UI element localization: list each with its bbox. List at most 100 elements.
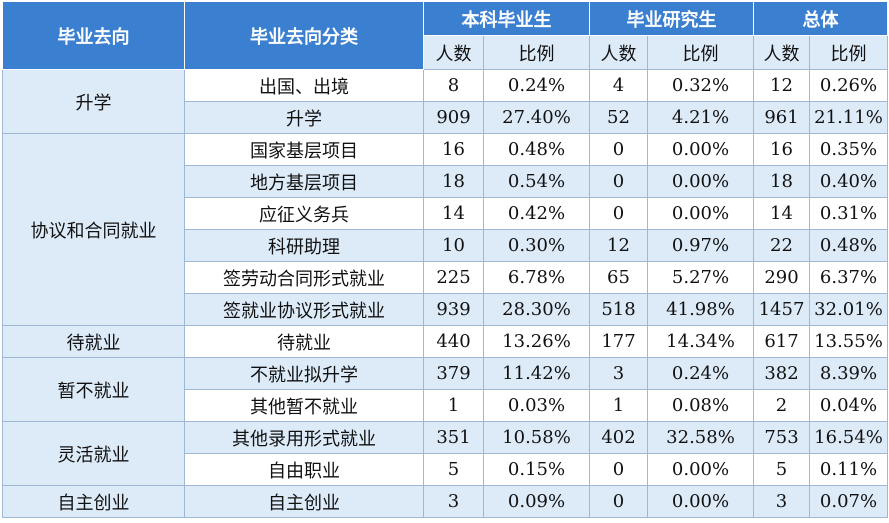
table-row: 升学 909 27.40% 52 4.21% 961 21.11% [3, 101, 888, 134]
table-row: 自主创业 自主创业 3 0.09% 0 0.00% 3 0.07% [2, 485, 888, 518]
graduate-ratio-cell: 4.21% [647, 101, 754, 134]
total-ratio-cell: 8.39% [809, 357, 888, 390]
graduate-count-cell: 518 [589, 293, 648, 326]
table-row: 其他暂不就业 1 0.03% 1 0.08% 2 0.04% [3, 389, 888, 422]
undergrad-count-cell: 909 [423, 101, 484, 134]
total-count-cell: 961 [753, 101, 810, 134]
graduate-count-cell: 65 [589, 261, 648, 294]
undergrad-ratio-cell: 6.78% [483, 261, 590, 294]
category-cell: 其他录用形式就业 [184, 421, 424, 454]
graduate-ratio-cell: 0.32% [647, 69, 754, 102]
category-cell: 地方基层项目 [184, 165, 424, 198]
header-graduate: 毕业研究生 [589, 1, 754, 36]
category-cell: 不就业拟升学 [184, 357, 424, 390]
total-count-cell: 1457 [753, 293, 810, 326]
undergrad-ratio-cell: 0.03% [483, 389, 590, 422]
category-cell: 自主创业 [184, 485, 424, 518]
graduate-ratio-cell: 5.27% [647, 261, 754, 294]
total-count-cell: 16 [753, 133, 810, 166]
total-count-cell: 617 [753, 325, 810, 358]
total-count-cell: 290 [753, 261, 810, 294]
undergrad-count-cell: 379 [423, 357, 484, 390]
table-row: 待就业 待就业 440 13.26% 177 14.34% 617 13.55% [2, 325, 888, 358]
total-ratio-cell: 0.40% [809, 165, 888, 198]
total-ratio-cell: 0.07% [809, 485, 888, 518]
header-direction: 毕业去向 [2, 1, 185, 70]
category-cell: 科研助理 [184, 229, 424, 262]
graduate-count-cell: 0 [589, 485, 648, 518]
table-row: 地方基层项目 18 0.54% 0 0.00% 18 0.40% [3, 165, 888, 198]
total-count-cell: 14 [753, 197, 810, 230]
subheader-total-ratio: 比例 [809, 35, 888, 70]
table-row: 签就业协议形式就业 939 28.30% 518 41.98% 1457 32.01% [3, 293, 888, 326]
direction-group-cell: 协议和合同就业 [2, 133, 185, 326]
graduate-ratio-cell: 0.00% [647, 133, 754, 166]
category-cell: 国家基层项目 [184, 133, 424, 166]
undergrad-count-cell: 351 [423, 421, 484, 454]
total-count-cell: 18 [753, 165, 810, 198]
total-ratio-cell: 6.37% [809, 261, 888, 294]
table-row: 自由职业 5 0.15% 0 0.00% 5 0.11% [3, 453, 888, 486]
undergrad-ratio-cell: 27.40% [483, 101, 590, 134]
total-ratio-cell: 0.31% [809, 197, 888, 230]
total-ratio-cell: 0.26% [809, 69, 888, 102]
total-count-cell: 5 [753, 453, 810, 486]
undergrad-ratio-cell: 13.26% [483, 325, 590, 358]
undergrad-count-cell: 18 [423, 165, 484, 198]
total-ratio-cell: 0.48% [809, 229, 888, 262]
undergrad-count-cell: 939 [423, 293, 484, 326]
graduate-count-cell: 52 [589, 101, 648, 134]
graduate-ratio-cell: 32.58% [647, 421, 754, 454]
graduate-count-cell: 0 [589, 453, 648, 486]
total-ratio-cell: 21.11% [809, 101, 888, 134]
undergrad-ratio-cell: 0.30% [483, 229, 590, 262]
table-row: 灵活就业 其他录用形式就业 351 10.58% 402 32.58% 753 16.54% [2, 421, 888, 486]
undergrad-count-cell: 225 [423, 261, 484, 294]
graduate-count-cell: 177 [589, 325, 648, 358]
undergrad-count-cell: 14 [423, 197, 484, 230]
undergrad-count-cell: 16 [423, 133, 484, 166]
total-count-cell: 22 [753, 229, 810, 262]
graduate-count-cell: 12 [589, 229, 648, 262]
undergrad-count-cell: 5 [423, 453, 484, 486]
undergrad-ratio-cell: 10.58% [483, 421, 590, 454]
graduate-ratio-cell: 0.97% [647, 229, 754, 262]
category-cell: 自由职业 [184, 453, 424, 486]
undergrad-ratio-cell: 0.54% [483, 165, 590, 198]
graduate-ratio-cell: 0.00% [647, 485, 754, 518]
total-ratio-cell: 13.55% [809, 325, 888, 358]
graduate-ratio-cell: 14.34% [647, 325, 754, 358]
total-ratio-cell: 32.01% [809, 293, 888, 326]
total-count-cell: 382 [753, 357, 810, 390]
direction-group-cell: 灵活就业 [2, 421, 185, 486]
table-row: 应征义务兵 14 0.42% 0 0.00% 14 0.31% [3, 197, 888, 230]
total-ratio-cell: 16.54% [809, 421, 888, 454]
category-cell: 签就业协议形式就业 [184, 293, 424, 326]
graduate-ratio-cell: 0.24% [647, 357, 754, 390]
graduate-ratio-cell: 0.00% [647, 453, 754, 486]
graduate-count-cell: 4 [589, 69, 648, 102]
header-category: 毕业去向分类 [184, 1, 424, 70]
graduate-ratio-cell: 0.08% [647, 389, 754, 422]
category-cell: 签劳动合同形式就业 [184, 261, 424, 294]
graduate-count-cell: 3 [589, 357, 648, 390]
graduate-ratio-cell: 0.00% [647, 197, 754, 230]
total-ratio-cell: 0.35% [809, 133, 888, 166]
undergrad-ratio-cell: 0.42% [483, 197, 590, 230]
undergrad-ratio-cell: 0.24% [483, 69, 590, 102]
undergrad-count-cell: 8 [423, 69, 484, 102]
direction-group-cell: 待就业 [2, 325, 185, 358]
header-row: 毕业去向 毕业去向分类 本科毕业生 毕业研究生 总体 [2, 1, 888, 70]
undergrad-count-cell: 3 [423, 485, 484, 518]
graduate-ratio-cell: 41.98% [647, 293, 754, 326]
graduate-count-cell: 0 [589, 197, 648, 230]
graduate-ratio-cell: 0.00% [647, 165, 754, 198]
category-cell: 应征义务兵 [184, 197, 424, 230]
undergrad-ratio-cell: 11.42% [483, 357, 590, 390]
category-cell: 出国、出境 [184, 69, 424, 102]
graduate-count-cell: 0 [589, 165, 648, 198]
undergrad-count-cell: 1 [423, 389, 484, 422]
undergrad-count-cell: 440 [423, 325, 484, 358]
graduate-count-cell: 402 [589, 421, 648, 454]
table-row: 升学 出国、出境 8 0.24% 4 0.32% 12 0.26% [2, 69, 888, 134]
